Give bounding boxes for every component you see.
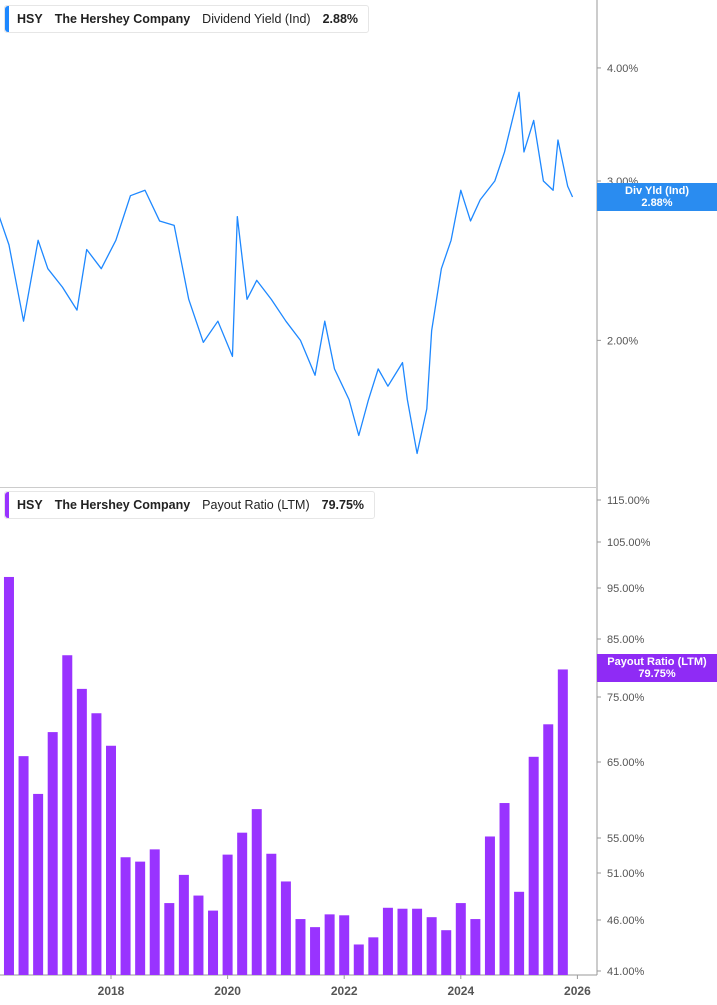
top-legend: HSY The Hershey Company Dividend Yield (… <box>4 5 370 33</box>
x-tick-label: 2024 <box>447 984 474 998</box>
payout-bar <box>339 915 350 975</box>
series-color-swatch <box>5 492 9 518</box>
payout-bar <box>310 927 321 975</box>
y-tick-label: 4.00% <box>607 63 638 75</box>
y-tick-label: 2.00% <box>607 335 638 347</box>
payout-bar <box>164 903 175 975</box>
x-tick-label: 2020 <box>214 984 241 998</box>
legend-metric: Payout Ratio (LTM) <box>202 498 310 512</box>
payout-bar <box>120 857 131 975</box>
payout-bar <box>91 713 102 975</box>
payout-bar <box>470 919 481 975</box>
tag-label: Div Yld (Ind) <box>625 185 689 197</box>
tag-value: 79.75% <box>638 668 676 680</box>
payout-bar <box>251 809 262 975</box>
payout-bar <box>382 907 393 975</box>
payout-bar <box>426 917 437 975</box>
x-tick-label: 2026 <box>564 984 591 998</box>
payout-bar <box>368 937 379 975</box>
payout-bar <box>47 732 58 975</box>
payout-bar <box>266 853 277 975</box>
payout-bar <box>397 908 408 975</box>
payout-bar <box>18 756 29 975</box>
payout-bar <box>237 832 248 975</box>
payout-bar <box>353 944 364 975</box>
tag-label: Payout Ratio (LTM) <box>607 656 707 668</box>
payout-bar <box>149 849 160 975</box>
y-tick-label: 75.00% <box>607 692 645 704</box>
payout-bar <box>528 756 539 975</box>
legend-ticker: HSY <box>17 498 43 512</box>
payout-bar <box>193 895 204 975</box>
payout-bar <box>178 874 189 975</box>
payout-bar <box>412 908 423 975</box>
payout-bar <box>106 745 116 975</box>
payout-bar <box>543 724 554 975</box>
yield-value-tag: Div Yld (Ind) 2.88% <box>597 183 717 211</box>
payout-bar <box>499 803 510 975</box>
payout-bar <box>222 854 233 975</box>
payout-bar <box>76 688 87 975</box>
payout-bar <box>62 655 73 975</box>
x-tick-label: 2018 <box>98 984 125 998</box>
legend-company: The Hershey Company <box>54 498 191 512</box>
legend-ticker: HSY <box>17 12 43 26</box>
payout-bar <box>455 903 466 975</box>
payout-bar <box>441 930 452 975</box>
legend-metric: Dividend Yield (Ind) <box>202 12 311 26</box>
y-tick-label: 95.00% <box>607 583 645 595</box>
yield-line <box>0 91 574 455</box>
y-tick-label: 85.00% <box>607 634 645 646</box>
payout-value-tag: Payout Ratio (LTM) 79.75% <box>597 654 717 682</box>
legend-value: 2.88% <box>322 12 359 26</box>
payout-bar <box>33 793 44 975</box>
series-color-swatch <box>5 6 9 32</box>
payout-bar <box>557 669 568 975</box>
y-tick-label: 55.00% <box>607 833 645 845</box>
legend-company: The Hershey Company <box>54 12 191 26</box>
y-tick-label: 46.00% <box>607 915 645 927</box>
x-tick-label: 2022 <box>331 984 358 998</box>
payout-bar <box>514 891 525 975</box>
bottom-legend: HSY The Hershey Company Payout Ratio (LT… <box>4 491 376 519</box>
payout-bar <box>3 576 14 975</box>
payout-bar <box>280 881 291 975</box>
payout-bar <box>135 861 146 975</box>
payout-bar <box>484 836 495 975</box>
y-tick-label: 41.00% <box>607 966 645 978</box>
y-tick-label: 51.00% <box>607 868 645 880</box>
y-tick-label: 105.00% <box>607 537 651 549</box>
payout-bar <box>324 914 335 975</box>
y-tick-label: 115.00% <box>607 495 650 507</box>
legend-value: 79.75% <box>321 498 365 512</box>
payout-bar <box>295 919 306 975</box>
y-tick-label: 65.00% <box>607 757 645 769</box>
payout-bar <box>208 910 219 975</box>
tag-value: 2.88% <box>641 197 673 209</box>
